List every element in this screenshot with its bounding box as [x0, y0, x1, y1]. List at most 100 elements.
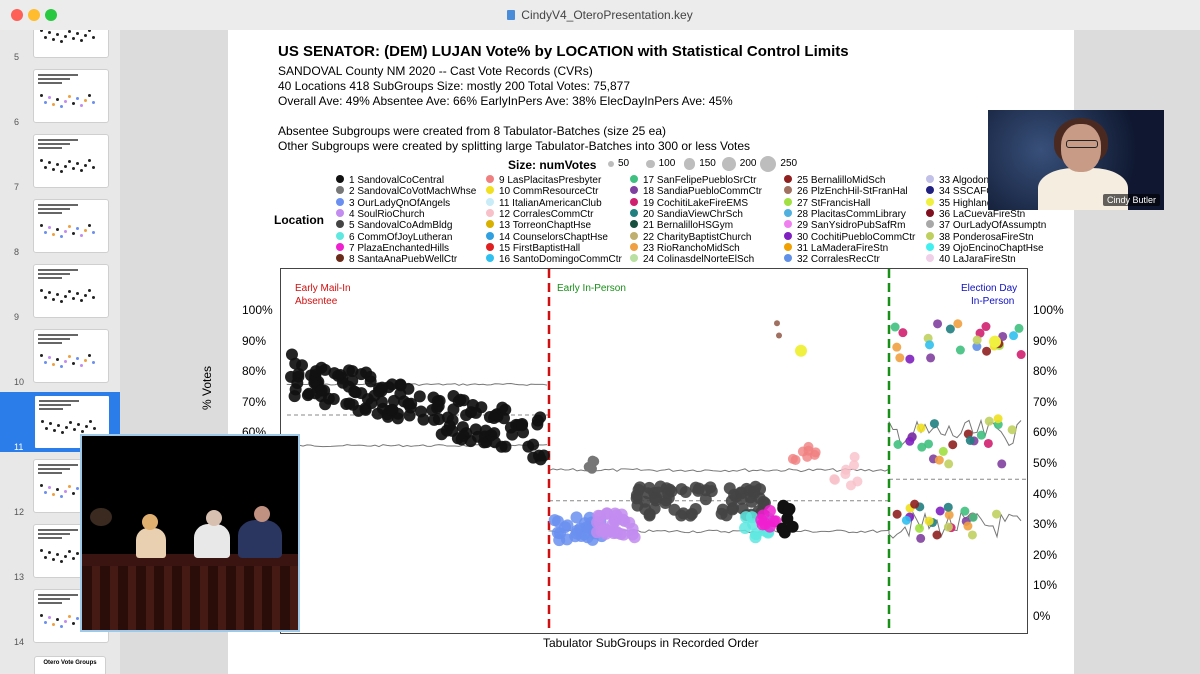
data-point-electionday: [998, 331, 1008, 341]
close-window-button[interactable]: [11, 9, 23, 21]
thumb-text-line: [38, 273, 70, 275]
thumb-chart-dot: [69, 421, 72, 424]
data-point-electionday: [938, 446, 948, 456]
slide-thumbnail-9[interactable]: 9: [0, 262, 120, 322]
thumb-chart-dot: [84, 34, 87, 37]
panelist-3-head: [254, 506, 270, 522]
thumb-text-line: [38, 598, 70, 600]
thumb-text-line: [38, 139, 78, 141]
thumb-chart-dot: [80, 234, 83, 237]
slide-thumbnail-5[interactable]: 5: [0, 30, 120, 62]
data-point-sandovalcocentral: [375, 384, 388, 397]
slide-thumbnail-15[interactable]: Otero Vote Groups: [34, 656, 106, 674]
thumb-chart-dot: [72, 492, 75, 495]
data-point-sandovalcocentral: [375, 395, 388, 408]
thumb-text-line: [38, 147, 62, 149]
thumb-chart-dot: [76, 357, 79, 360]
legend-swatch: [784, 220, 792, 229]
thumb-text-line: [38, 594, 78, 596]
data-point-soulriochurch: [623, 516, 636, 529]
y-tick-label-right: 50%: [1033, 456, 1058, 470]
legend-label: 24 ColinasdelNorteElSch: [643, 254, 755, 266]
slide-thumbnail-6[interactable]: 6: [0, 67, 120, 127]
data-point-sandovalcocentral: [355, 368, 368, 381]
data-point-plazaenchantedhills: [757, 509, 770, 522]
data-point-commofjoylutheran: [740, 511, 753, 524]
legend-label: 31 LaMaderaFireStn: [797, 242, 889, 254]
legend-label: 28 PlacitasCommLibrary: [797, 208, 906, 220]
data-point-electionday: [1016, 350, 1026, 360]
legend-swatch: [784, 254, 792, 263]
data-point-sandovalcocentral: [296, 359, 309, 372]
data-point-sandovalcoadmbldg: [716, 503, 729, 516]
data-point-plazaenchantedhills: [756, 518, 769, 531]
legend-label: 29 SanYsidroPubSafRm: [797, 220, 906, 232]
legend-swatch: [486, 186, 494, 195]
slide-thumbnail-7[interactable]: 7: [0, 132, 120, 192]
thumb-chart-dot: [52, 493, 55, 496]
thumb-chart-dot: [60, 170, 63, 173]
data-point-sandovalcoadmbldg: [668, 503, 681, 516]
data-point-corralescommctr: [829, 474, 840, 485]
thumb-chart-dot: [76, 487, 79, 490]
legend-label: 12 CorralesCommCtr: [499, 208, 594, 220]
slide-thumbnail-image: [33, 134, 109, 188]
legend-entry: 33 AlgodonesElSch: [926, 175, 1026, 186]
thumb-chart-dot: [76, 292, 79, 295]
thumb-chart-dot: [56, 228, 59, 231]
data-point-electionday: [934, 455, 944, 465]
data-point-sandovalcovotmachwhse: [586, 463, 597, 474]
thumb-chart-dot: [76, 97, 79, 100]
thumb-chart-dot: [72, 622, 75, 625]
thumb-chart-dot: [56, 98, 59, 101]
legend-entry: 26 PlzEnchHil-StFranHal: [784, 186, 908, 197]
zoom-window-button[interactable]: [45, 9, 57, 21]
thumb-chart-dot: [56, 293, 59, 296]
thumb-text-line: [38, 602, 62, 604]
legend-label: 34 SSCAFCA: [939, 186, 1001, 198]
window-titlebar: CindyV4_OteroPresentation.key: [0, 0, 1200, 31]
y-tick-label-left: 80%: [242, 364, 267, 379]
legend-swatch: [926, 175, 934, 183]
legend-swatch: [336, 186, 344, 195]
minimize-window-button[interactable]: [28, 9, 40, 21]
legend-label: 26 PlzEnchHil-StFranHal: [797, 186, 908, 198]
data-point-electionday: [917, 442, 927, 452]
slide-thumbnail-10[interactable]: 10: [0, 327, 120, 387]
thumb-chart-dot: [60, 560, 63, 563]
slide-number: 9: [14, 312, 20, 322]
thumb-chart-dot: [60, 365, 63, 368]
legend-swatch: [784, 231, 792, 240]
thumb-chart-dot: [56, 163, 59, 166]
thumb-chart-dot: [64, 165, 67, 168]
legend-label: 40 LaJaraFireStn: [939, 254, 1016, 266]
thumb-chart-dot: [68, 355, 71, 358]
section-label-early: Early In-Person: [557, 283, 626, 294]
data-point-electionday: [935, 506, 945, 516]
slide-thumbnail-8[interactable]: 8: [0, 197, 120, 257]
y-tick-label-right: 30%: [1033, 517, 1058, 532]
thumb-text-line: [38, 208, 70, 210]
thumb-chart-dot: [60, 625, 63, 628]
section-label-absentee: Early Mail-In: [295, 283, 351, 294]
legend-entry: 20 SandiaViewChrSch: [630, 208, 743, 220]
legend-entry: 10 CommResourceCtr: [486, 186, 598, 197]
legend-swatch: [336, 208, 344, 217]
data-point-electionday: [963, 521, 973, 531]
thumb-chart-dot: [40, 549, 43, 552]
data-point-sandovalcoadmbldg: [675, 483, 688, 496]
chart-svg: [285, 269, 1027, 633]
legend-entry: 13 TorreonChaptHse: [486, 220, 591, 231]
thumb-chart-dot: [48, 226, 51, 229]
thumb-chart-dot: [53, 429, 56, 432]
legend-swatch: [486, 220, 494, 229]
legend-swatch: [784, 197, 792, 206]
thumb-text-line: [38, 342, 62, 344]
thumb-text-line: [38, 143, 70, 145]
thumb-chart-dot: [64, 295, 67, 298]
thumb-chart-dot: [68, 160, 71, 163]
legend-entry: 23 RioRanchoMidSch: [630, 242, 740, 254]
slide-number: 8: [14, 247, 20, 257]
legend-swatch: [784, 186, 792, 195]
legend-entry: 34 SSCAFCA: [926, 186, 1000, 197]
